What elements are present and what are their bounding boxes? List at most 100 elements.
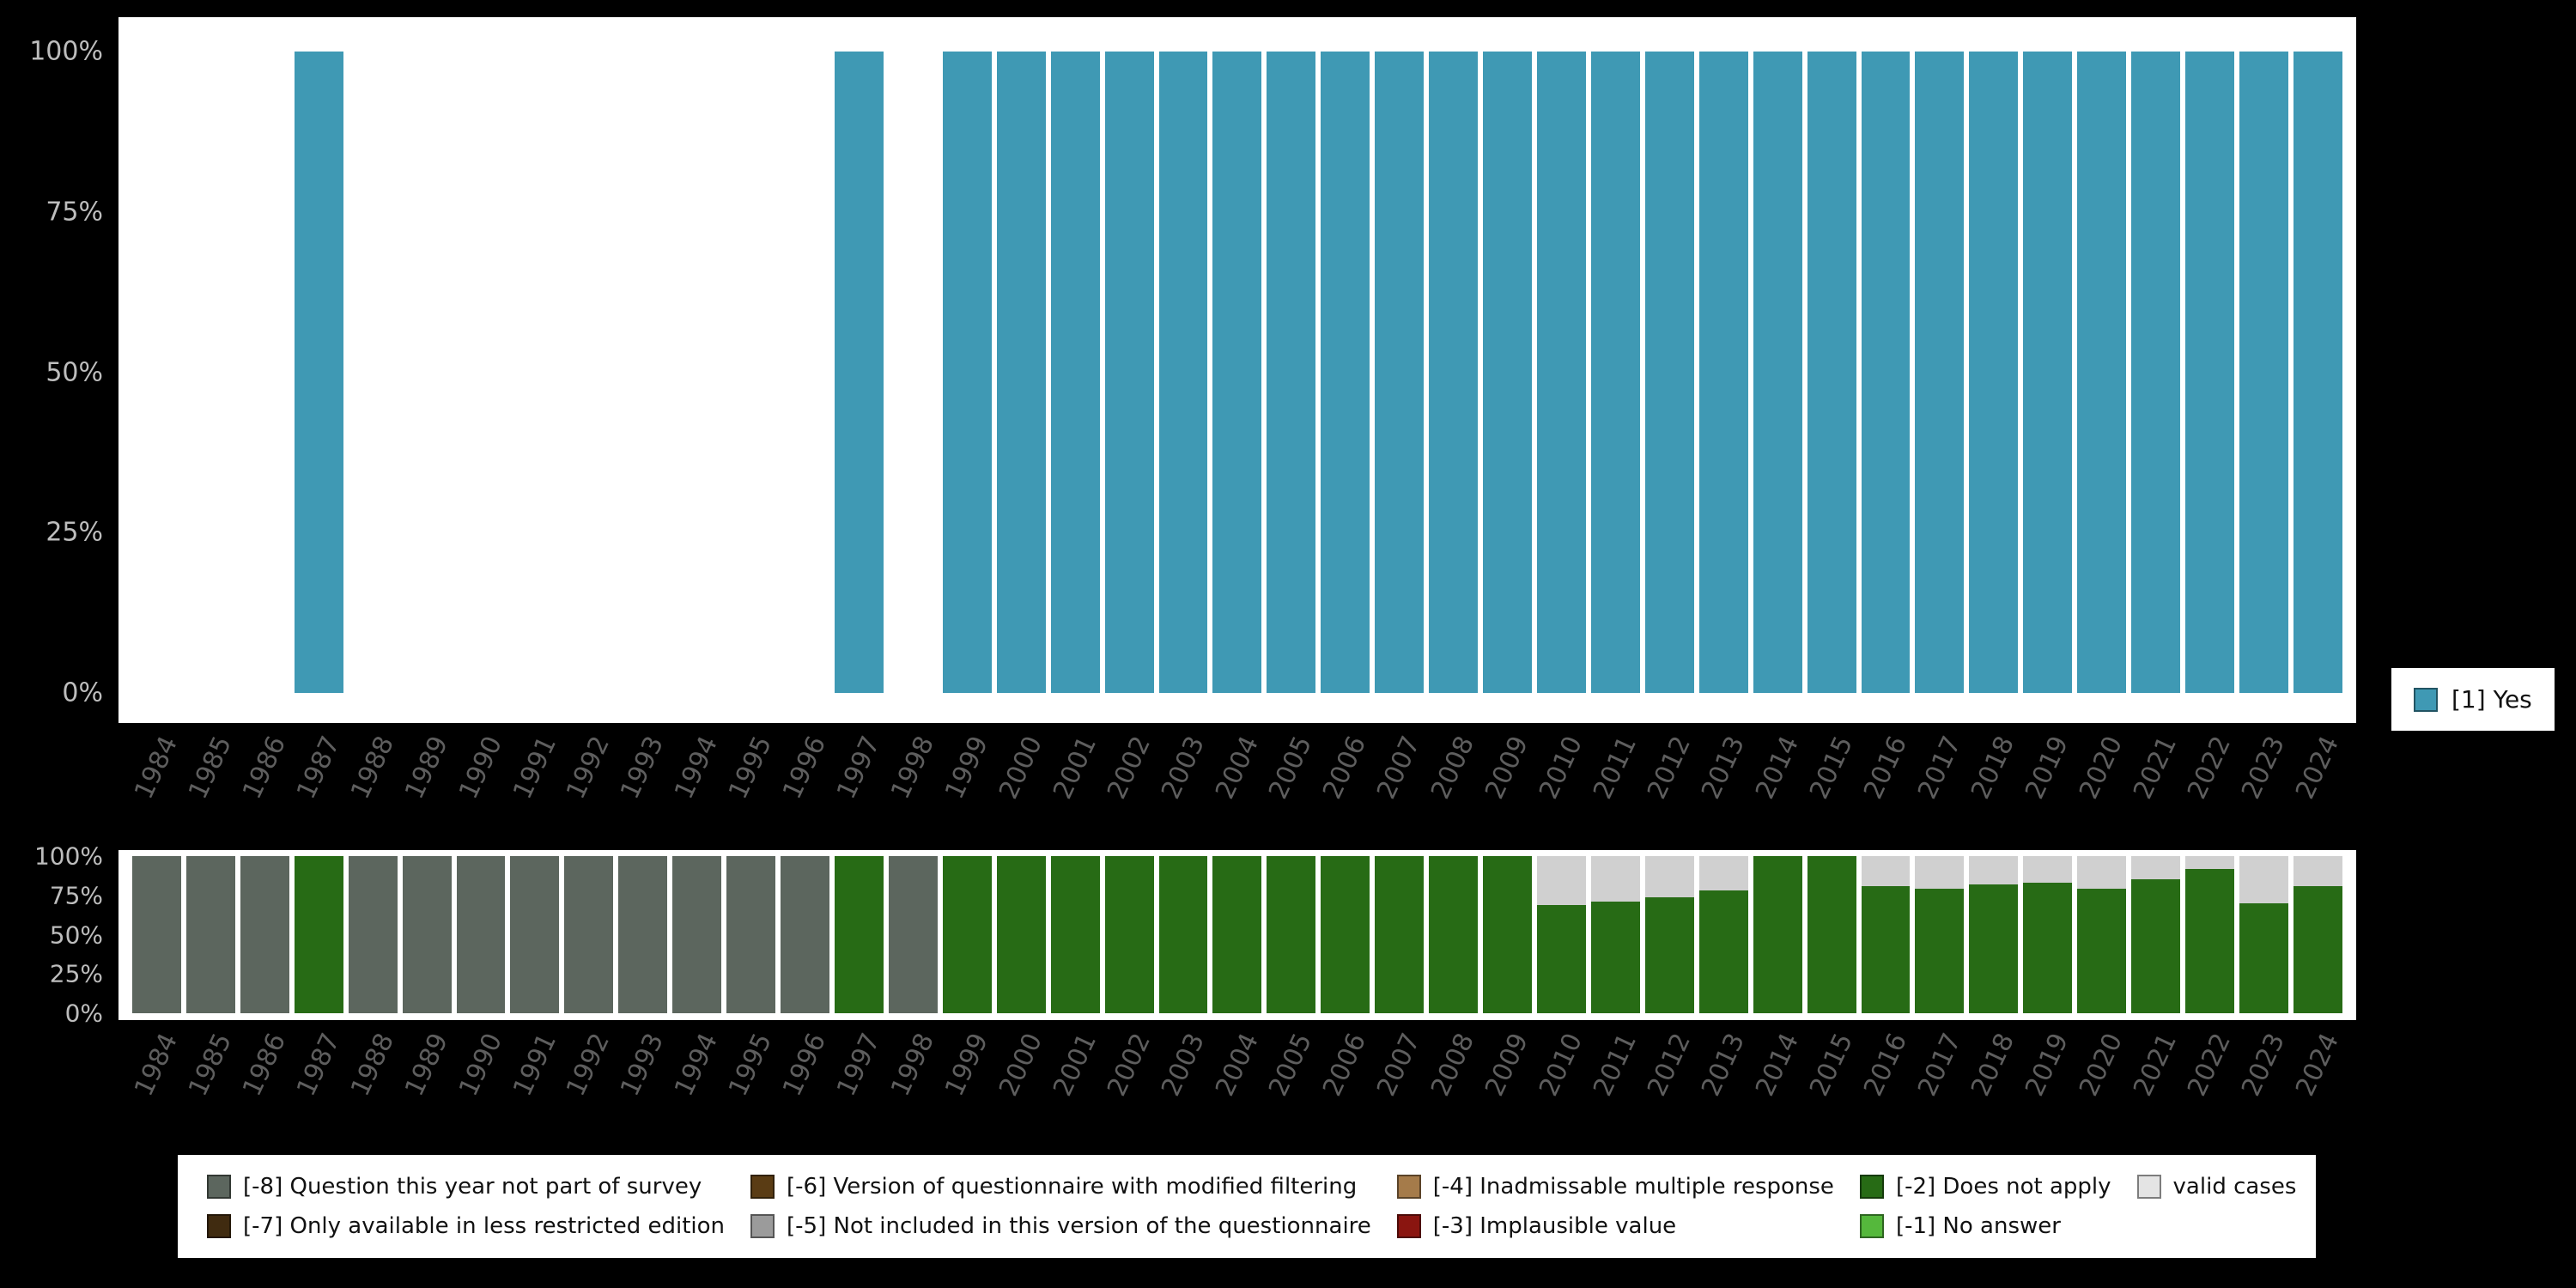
top-chart-y-axis: 100% 75% 50% 25% 0%	[4, 37, 112, 708]
y-tick-label: 75%	[49, 881, 103, 910]
x-tick-label: 1991	[507, 732, 562, 804]
bottom-chart: 100% 75% 50% 25% 0% 1984 1985 1986 1987 1988 1989…	[34, 842, 2356, 1121]
x-tick-label: 1985	[183, 732, 239, 804]
bar-2021	[2131, 856, 2181, 1013]
bar-segment	[2077, 52, 2127, 693]
legend-item-label: [-1] No answer	[1895, 1213, 2061, 1239]
x-tick: 2001	[1048, 1020, 1103, 1121]
x-tick: 2020	[2074, 1020, 2129, 1121]
x-tick: 1991	[507, 723, 562, 824]
bar-segment	[1969, 52, 2019, 693]
bar-segment	[888, 856, 938, 1013]
x-tick-label: 1995	[723, 1029, 779, 1101]
bar-segment	[1050, 856, 1100, 1013]
x-tick-label: 2002	[1101, 1029, 1157, 1101]
bar-1998	[888, 856, 938, 1013]
x-tick: 2009	[1479, 723, 1534, 824]
x-tick: 2005	[1264, 1020, 1319, 1121]
x-tick: 2002	[1102, 723, 1157, 824]
bar-2016	[1861, 52, 1911, 693]
bar-segment	[2023, 883, 2073, 1013]
bar-2024	[2293, 52, 2342, 693]
x-tick-label: 1986	[237, 732, 293, 804]
bottom-chart-panel	[118, 850, 2356, 1020]
x-tick: 2023	[2236, 723, 2291, 824]
x-tick: 2024	[2290, 1020, 2345, 1121]
top-chart-panel	[118, 17, 2356, 723]
bar-2010	[1536, 856, 1586, 1013]
x-tick-label: 1997	[831, 732, 887, 804]
bar-segment	[1483, 52, 1532, 693]
bar-1986	[240, 856, 289, 1013]
x-tick-label: 2015	[1803, 732, 1859, 804]
x-tick: 2015	[1803, 723, 1859, 824]
legend-item: [-1] No answer	[1859, 1213, 2111, 1239]
x-tick-label: 2003	[1155, 1029, 1211, 1101]
bar-segment	[1915, 889, 1965, 1013]
bar-1996	[781, 52, 829, 693]
bar-1993	[618, 52, 667, 693]
x-tick: 2024	[2290, 723, 2345, 824]
x-tick: 1989	[399, 1020, 454, 1121]
x-tick-label: 1985	[183, 1029, 239, 1101]
bar-segment	[942, 856, 992, 1013]
bar-1989	[403, 52, 452, 693]
x-tick-label: 1988	[344, 732, 400, 804]
bar-segment	[2023, 52, 2073, 693]
x-tick-label: 2013	[1695, 1029, 1751, 1101]
bar-2024	[2293, 856, 2342, 1013]
x-tick-label: 2007	[1371, 1029, 1427, 1101]
legend-item: [-2] Does not apply	[1859, 1174, 2111, 1200]
x-tick-label: 1992	[561, 732, 617, 804]
x-tick: 2010	[1534, 723, 1589, 824]
bar-segment	[1969, 856, 2019, 884]
legend-swatch	[1396, 1175, 1421, 1199]
x-tick: 2023	[2236, 1020, 2291, 1121]
bar-segment	[1212, 52, 1262, 693]
y-tick-label: 50%	[49, 920, 103, 949]
x-tick: 1998	[885, 1020, 940, 1121]
x-tick: 1988	[345, 723, 400, 824]
bar-segment	[1807, 52, 1856, 693]
bar-segment	[618, 856, 668, 1013]
top-chart-bars	[132, 52, 2342, 693]
bar-segment	[942, 52, 992, 693]
legend-item-label: [-6] Version of questionnaire with modif…	[787, 1174, 1358, 1200]
x-tick: 1995	[723, 1020, 779, 1121]
x-tick: 2000	[993, 723, 1048, 824]
bar-2017	[1915, 856, 1965, 1013]
x-tick: 2021	[2128, 1020, 2183, 1121]
bar-2014	[1753, 856, 1802, 1013]
bar-segment	[781, 856, 829, 1013]
x-tick-label: 1984	[129, 732, 185, 804]
x-tick: 2011	[1588, 723, 1643, 824]
x-tick-label: 1990	[453, 732, 508, 804]
x-tick-label: 2016	[1857, 732, 1913, 804]
x-tick-label: 2011	[1588, 1029, 1643, 1101]
bar-1991	[510, 856, 560, 1013]
x-tick: 2004	[1210, 1020, 1265, 1121]
bottom-chart-x-axis: 1984 1985 1986 1987 1988 1989 1990 1991 1992 1993…	[118, 1020, 2356, 1121]
bar-2021	[2131, 52, 2181, 693]
x-tick-label: 1993	[615, 732, 671, 804]
x-tick-label: 1991	[507, 1029, 562, 1101]
bar-segment	[996, 856, 1046, 1013]
x-tick-label: 2000	[993, 1029, 1048, 1101]
x-tick-label: 2008	[1425, 1029, 1481, 1101]
bar-segment	[2185, 856, 2234, 869]
x-tick-label: 1990	[453, 1029, 508, 1101]
x-tick-label: 2018	[1965, 1029, 2021, 1101]
yes-legend-swatch	[2414, 687, 2438, 712]
bar-segment	[1050, 52, 1100, 693]
bar-segment	[1267, 856, 1316, 1013]
x-tick: 1997	[831, 1020, 886, 1121]
bar-2018	[1969, 52, 2019, 693]
bar-segment	[1375, 856, 1425, 1013]
x-tick-label: 2005	[1263, 732, 1319, 804]
bar-2006	[1321, 856, 1370, 1013]
bar-2013	[1698, 856, 1748, 1013]
x-tick-label: 1992	[561, 1029, 617, 1101]
bar-segment	[1429, 856, 1479, 1013]
bar-segment	[294, 52, 343, 693]
bar-1988	[349, 52, 398, 693]
